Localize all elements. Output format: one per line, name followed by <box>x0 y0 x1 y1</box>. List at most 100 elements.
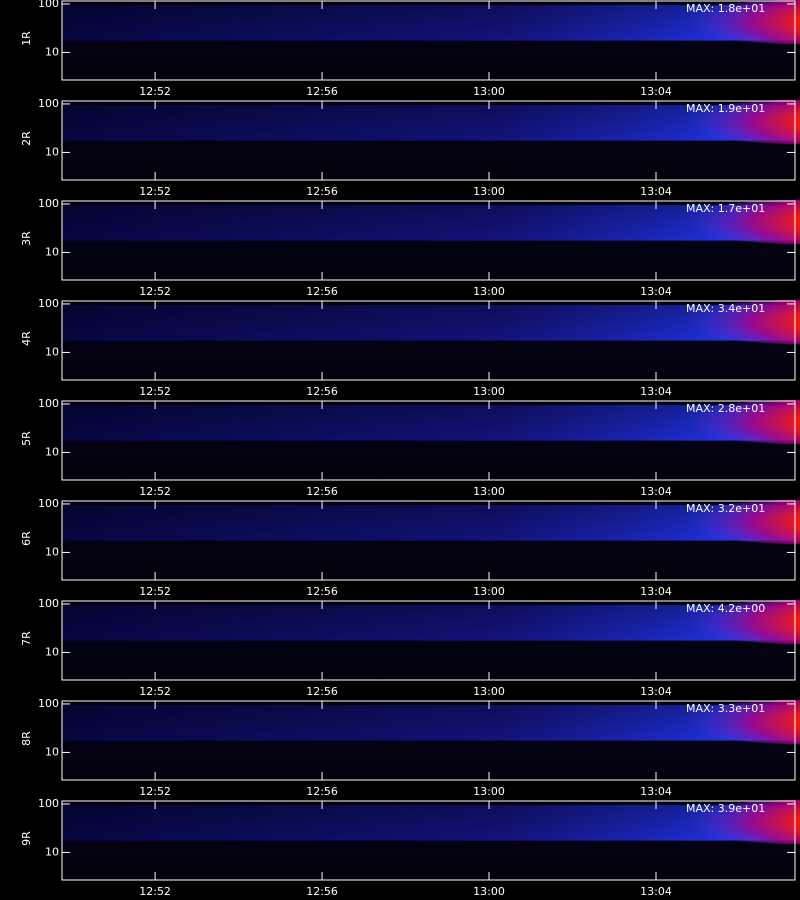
spectrogram-shade <box>62 1 795 80</box>
x-tick-label: 13:00 <box>473 185 505 198</box>
plot-frame <box>61 400 796 481</box>
max-annotation: MAX: 3.4e+01 <box>686 302 765 315</box>
spectrogram-shade <box>62 201 795 280</box>
plot-frame <box>61 700 796 781</box>
x-tick-label: 13:00 <box>473 385 505 398</box>
panel: 10 100 12:52 12:56 13:00 13:04 9R MAX: 3.9e+01 <box>20 797 800 898</box>
x-tick-label: 13:04 <box>640 385 672 398</box>
x-tick-label: 12:52 <box>139 85 171 98</box>
spectrogram-hotspot <box>685 699 800 744</box>
x-tick-label: 13:04 <box>640 85 672 98</box>
x-tick-label: 12:52 <box>139 185 171 198</box>
panel: 10 100 12:52 12:56 13:00 13:04 6R MAX: 3.2e+01 <box>20 497 800 598</box>
max-annotation: MAX: 1.7e+01 <box>686 202 765 215</box>
x-tick-label: 12:56 <box>306 185 338 198</box>
x-tick-label: 12:52 <box>139 285 171 298</box>
y-tick-label: 100 <box>38 0 59 10</box>
x-tick-label: 12:52 <box>139 585 171 598</box>
spectrogram-hotspot <box>685 499 800 544</box>
y-axis-label: 1R <box>20 31 33 46</box>
spectrogram-hotspot <box>685 399 800 444</box>
x-tick-label: 13:00 <box>473 785 505 798</box>
panel: 10 100 12:52 12:56 13:00 13:04 3R MAX: 1.7e+01 <box>20 197 800 298</box>
y-tick-label: 10 <box>45 545 59 558</box>
x-tick-label: 12:56 <box>306 685 338 698</box>
spectrogram-shade <box>62 401 795 480</box>
x-tick-label: 12:56 <box>306 885 338 898</box>
y-tick-label: 100 <box>38 497 59 510</box>
x-tick-label: 13:04 <box>640 785 672 798</box>
x-tick-label: 12:56 <box>306 85 338 98</box>
y-tick-label: 10 <box>45 145 59 158</box>
y-tick-label: 10 <box>45 845 59 858</box>
max-annotation: MAX: 3.3e+01 <box>686 702 765 715</box>
spectrogram-hotspot <box>685 99 800 144</box>
x-tick-label: 13:04 <box>640 585 672 598</box>
panel: 10 100 12:52 12:56 13:00 13:04 8R MAX: 3.3e+01 <box>20 697 800 798</box>
x-tick-label: 13:00 <box>473 685 505 698</box>
x-tick-label: 13:04 <box>640 185 672 198</box>
y-tick-label: 10 <box>45 45 59 58</box>
y-tick-label: 100 <box>38 697 59 710</box>
y-tick-label: 10 <box>45 445 59 458</box>
y-tick-label: 100 <box>38 597 59 610</box>
panel: 10 100 12:52 12:56 13:00 13:04 7R MAX: 4.2e+00 <box>20 597 800 698</box>
x-tick-label: 13:00 <box>473 485 505 498</box>
x-tick-label: 13:00 <box>473 885 505 898</box>
spectrogram-hotspot <box>685 799 800 844</box>
plot-frame <box>61 100 796 181</box>
x-tick-label: 12:56 <box>306 385 338 398</box>
panel: 10 100 12:52 12:56 13:00 13:04 5R MAX: 2.8e+01 <box>20 397 800 498</box>
y-tick-label: 100 <box>38 797 59 810</box>
spectrogram-shade <box>62 301 795 380</box>
spectrogram-shade <box>62 801 795 880</box>
panel: 10 100 12:52 12:56 13:00 13:04 1R MAX: 1.8e+01 <box>20 0 800 98</box>
x-tick-label: 13:00 <box>473 285 505 298</box>
max-annotation: MAX: 1.8e+01 <box>686 2 765 15</box>
spectrogram-shade <box>62 501 795 580</box>
x-tick-label: 13:04 <box>640 485 672 498</box>
y-axis-label: 6R <box>20 531 33 546</box>
max-annotation: MAX: 3.2e+01 <box>686 502 765 515</box>
max-annotation: MAX: 1.9e+01 <box>686 102 765 115</box>
y-tick-label: 100 <box>38 197 59 210</box>
panel: 10 100 12:52 12:56 13:00 13:04 4R MAX: 3.4e+01 <box>20 297 800 398</box>
spectrogram-shade <box>62 601 795 680</box>
x-tick-label: 12:52 <box>139 485 171 498</box>
panel: 10 100 12:52 12:56 13:00 13:04 2R MAX: 1.9e+01 <box>20 97 800 198</box>
spectrogram-hotspot <box>685 0 800 44</box>
y-axis-label: 8R <box>20 731 33 746</box>
plot-frame <box>61 800 796 881</box>
y-tick-label: 100 <box>38 397 59 410</box>
x-tick-label: 13:04 <box>640 885 672 898</box>
y-axis-label: 4R <box>20 331 33 346</box>
x-tick-label: 12:52 <box>139 885 171 898</box>
x-tick-label: 13:04 <box>640 685 672 698</box>
x-tick-label: 12:56 <box>306 785 338 798</box>
y-axis-label: 5R <box>20 431 33 446</box>
spectrogram-hotspot <box>685 599 800 644</box>
y-axis-label: 3R <box>20 231 33 246</box>
y-tick-label: 10 <box>45 245 59 258</box>
max-annotation: MAX: 2.8e+01 <box>686 402 765 415</box>
plot-frame <box>61 600 796 681</box>
x-tick-label: 12:52 <box>139 385 171 398</box>
plot-frame <box>61 500 796 581</box>
y-tick-label: 100 <box>38 297 59 310</box>
max-annotation: MAX: 3.9e+01 <box>686 802 765 815</box>
x-tick-label: 13:00 <box>473 85 505 98</box>
x-tick-label: 12:56 <box>306 285 338 298</box>
x-tick-label: 13:00 <box>473 585 505 598</box>
y-tick-label: 10 <box>45 645 59 658</box>
plot-frame <box>61 200 796 281</box>
x-tick-label: 12:52 <box>139 685 171 698</box>
x-tick-label: 12:52 <box>139 785 171 798</box>
y-tick-label: 100 <box>38 97 59 110</box>
y-tick-label: 10 <box>45 745 59 758</box>
spectrogram-shade <box>62 101 795 180</box>
x-tick-label: 13:04 <box>640 285 672 298</box>
max-annotation: MAX: 4.2e+00 <box>686 602 765 615</box>
plot-frame <box>61 300 796 381</box>
y-axis-label: 7R <box>20 631 33 646</box>
